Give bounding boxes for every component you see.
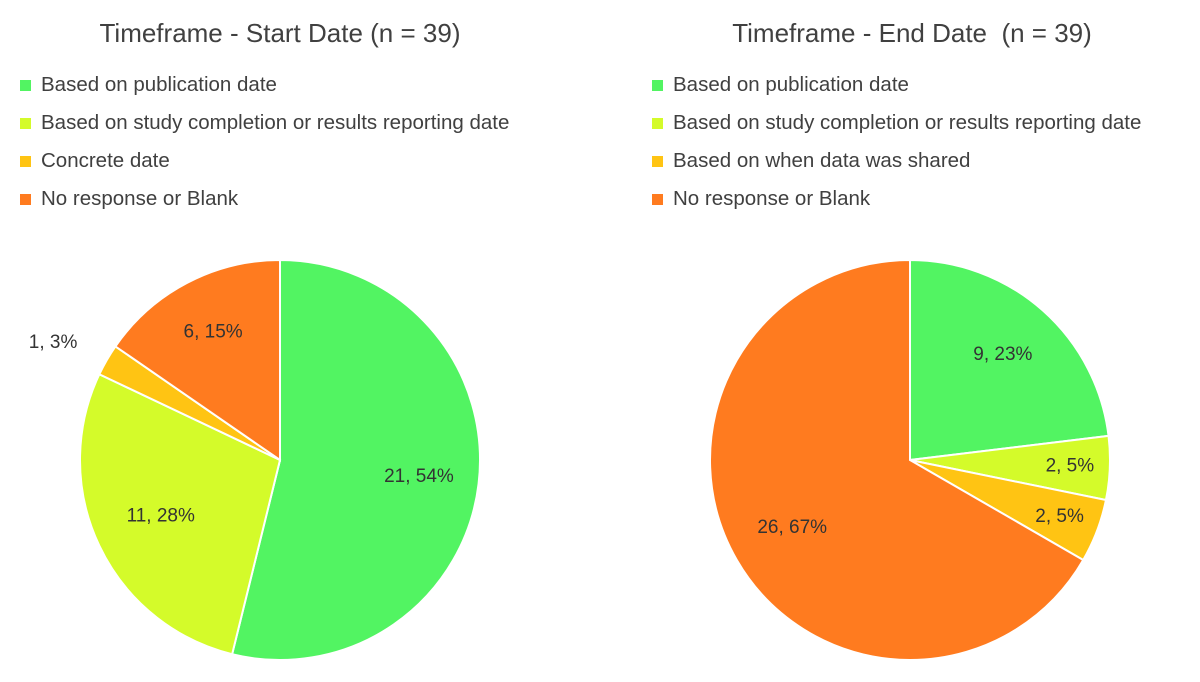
legend: Based on publication date Based on study… [652,66,1141,218]
legend-item: Based on study completion or results rep… [652,104,1141,142]
data-label: 21, 54% [384,466,454,487]
chart-title: Timeframe - End Date (n = 39) [732,18,1092,48]
data-label: 6, 15% [184,322,243,343]
legend-label: Based on study completion or results rep… [673,111,1142,134]
pie-chart: 9, 23% 2, 5% 2, 5% 26, 67% [709,258,1111,661]
legend-item: Based on study completion or results rep… [20,104,509,142]
data-label: 2, 5% [1035,506,1084,527]
pie-slice [230,258,481,661]
legend-swatch [20,79,31,91]
data-label: 1, 3% [29,332,78,353]
data-label: 11, 28% [127,506,195,527]
data-label: 9, 23% [973,344,1032,365]
end-date-chart: Timeframe - End Date (n = 39) Based on p… [600,0,1200,682]
legend-label: Based on publication date [673,73,909,96]
pie-slice [114,258,281,462]
legend-label: Based on when data was shared [673,149,971,172]
legend-item: Based on when data was shared [652,142,1141,180]
legend-item: No response or Blank [20,180,509,218]
start-date-chart: Timeframe - Start Date (n = 39) Based on… [20,18,509,661]
legend-item: Based on publication date [652,66,1141,104]
pie-slice [709,258,1085,661]
pie-chart: 21, 54% 11, 28% 1, 3% 6, 15% [29,258,481,661]
legend-label: No response or Blank [41,187,239,210]
legend-swatch [652,193,663,205]
legend-swatch [20,193,31,205]
legend-swatch [20,117,31,129]
pie-slice [909,258,1110,462]
legend-swatch [20,155,31,167]
legend-label: Concrete date [41,149,170,172]
legend-swatch [652,117,663,129]
legend-label: No response or Blank [673,187,871,210]
legend-label: Based on publication date [41,73,277,96]
legend-item: No response or Blank [652,180,1141,218]
chart-title: Timeframe - Start Date (n = 39) [99,18,461,48]
legend: Based on publication date Based on study… [20,66,509,218]
pie-slice [79,372,282,656]
legend-swatch [652,155,663,167]
legend-item: Based on publication date [20,66,509,104]
data-label: 2, 5% [1046,455,1095,476]
legend-item: Concrete date [20,142,509,180]
data-label: 26, 67% [757,517,827,538]
legend-swatch [652,79,663,91]
legend-label: Based on study completion or results rep… [41,111,510,134]
